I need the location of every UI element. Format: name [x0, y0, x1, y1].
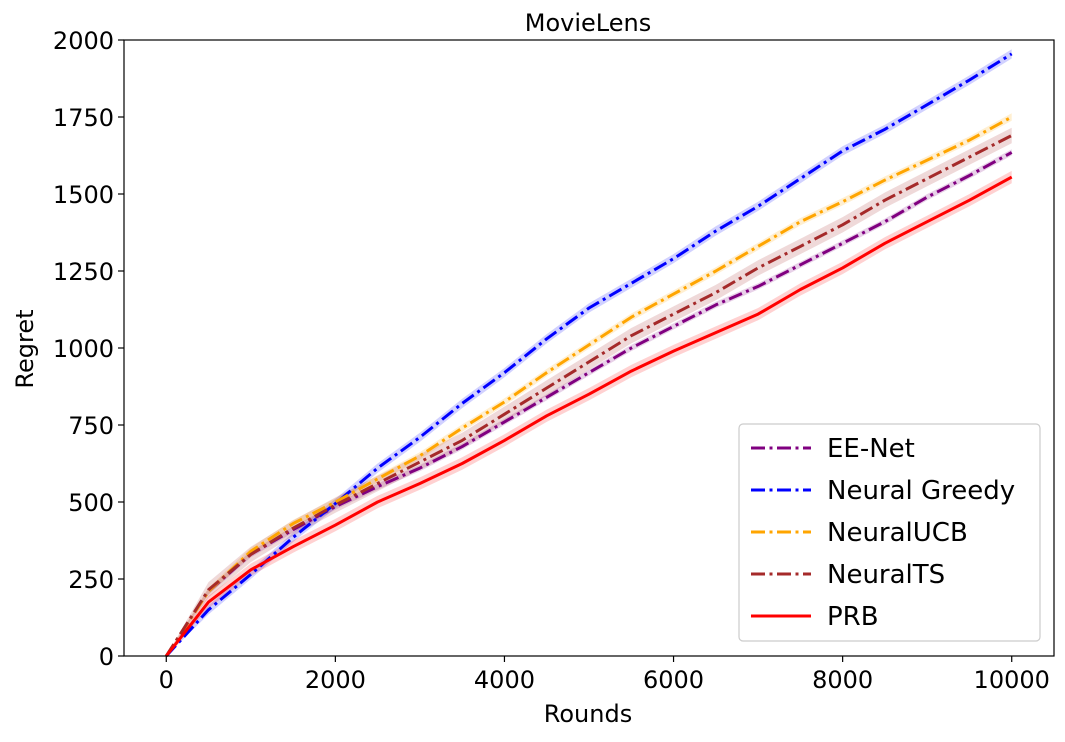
confidence-bands [166, 49, 1012, 657]
line-neuralts [165, 134, 1013, 657]
y-axis-label: Regret [11, 309, 39, 388]
band-neuralts [166, 127, 1012, 657]
y-tick-label: 1000 [53, 335, 114, 363]
legend: EE-Net Neural Greedy NeuralUCB NeuralTS PRB [738, 423, 1041, 642]
line-prb [165, 175, 1013, 657]
y-tick-label: 1750 [53, 104, 114, 132]
line-ee-net [165, 151, 1013, 657]
band-prb [166, 170, 1012, 656]
band-ee-net [166, 149, 1012, 657]
series-lines [165, 52, 1013, 658]
y-tick-label: 1250 [53, 258, 114, 286]
y-tick-label: 500 [68, 489, 114, 517]
line-neural-greedy [165, 52, 1013, 658]
chart-title: MovieLens [525, 9, 651, 37]
axes: 0 2000 4000 6000 8000 10000 0 250 500 750 1000 1250… [53, 27, 1055, 694]
line-neuralucb [165, 115, 1013, 657]
y-tick-label: 0 [99, 643, 114, 671]
x-tick-label: 10000 [974, 666, 1050, 694]
y-tick-label: 250 [68, 566, 114, 594]
legend-label-prb: PRB [827, 602, 879, 632]
y-tick-label: 2000 [53, 27, 114, 55]
legend-label-neural-greedy: Neural Greedy [827, 476, 1015, 506]
x-tick-label: 6000 [643, 666, 704, 694]
legend-label-ee-net: EE-Net [827, 434, 915, 464]
y-tick-label: 1500 [53, 181, 114, 209]
x-tick-label: 0 [159, 666, 174, 694]
x-tick-label: 4000 [474, 666, 535, 694]
x-tick-label: 2000 [305, 666, 366, 694]
y-tick-label: 750 [68, 412, 114, 440]
x-tick-label: 8000 [812, 666, 873, 694]
legend-box [738, 423, 1041, 642]
x-axis-label: Rounds [544, 700, 632, 728]
legend-label-neuralts: NeuralTS [827, 560, 945, 590]
legend-label-neuralucb: NeuralUCB [827, 518, 968, 548]
